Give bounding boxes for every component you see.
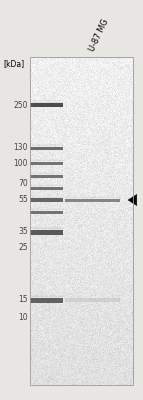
Bar bbox=[65, 298, 120, 302]
Bar bbox=[65, 296, 120, 298]
Text: U-87 MG: U-87 MG bbox=[88, 18, 111, 53]
Bar bbox=[65, 198, 120, 202]
Bar bbox=[30, 158, 63, 160]
Bar bbox=[30, 173, 63, 174]
Bar bbox=[30, 174, 63, 178]
Bar bbox=[65, 295, 120, 296]
Bar bbox=[30, 145, 63, 146]
Bar bbox=[30, 103, 63, 107]
Text: 15: 15 bbox=[18, 296, 28, 304]
Bar bbox=[30, 230, 63, 234]
Bar bbox=[30, 195, 63, 196]
Bar bbox=[30, 209, 63, 210]
Bar bbox=[30, 102, 63, 103]
Bar bbox=[30, 196, 63, 198]
Bar bbox=[30, 226, 63, 228]
Text: 25: 25 bbox=[18, 244, 28, 252]
Bar bbox=[30, 208, 63, 209]
Bar bbox=[65, 196, 120, 197]
Text: 250: 250 bbox=[13, 100, 28, 110]
Bar bbox=[30, 146, 63, 150]
Bar bbox=[30, 296, 63, 297]
Text: 70: 70 bbox=[18, 178, 28, 188]
Bar bbox=[65, 197, 120, 198]
Bar bbox=[30, 294, 63, 296]
Text: 100: 100 bbox=[13, 158, 28, 168]
Polygon shape bbox=[128, 194, 137, 206]
Bar bbox=[30, 298, 63, 302]
Text: 35: 35 bbox=[18, 228, 28, 236]
Text: [kDa]: [kDa] bbox=[3, 59, 24, 68]
Bar bbox=[30, 57, 133, 385]
Bar bbox=[30, 186, 63, 190]
Bar bbox=[30, 172, 63, 173]
Bar bbox=[30, 144, 63, 145]
Bar bbox=[30, 100, 63, 101]
Text: 10: 10 bbox=[18, 314, 28, 322]
Bar bbox=[30, 184, 63, 185]
Text: 55: 55 bbox=[18, 196, 28, 204]
Bar bbox=[30, 198, 63, 202]
Bar bbox=[30, 185, 63, 186]
Bar bbox=[30, 162, 63, 164]
Bar bbox=[30, 228, 63, 229]
Text: 130: 130 bbox=[13, 144, 28, 152]
Bar bbox=[30, 160, 63, 161]
Bar bbox=[30, 210, 63, 214]
